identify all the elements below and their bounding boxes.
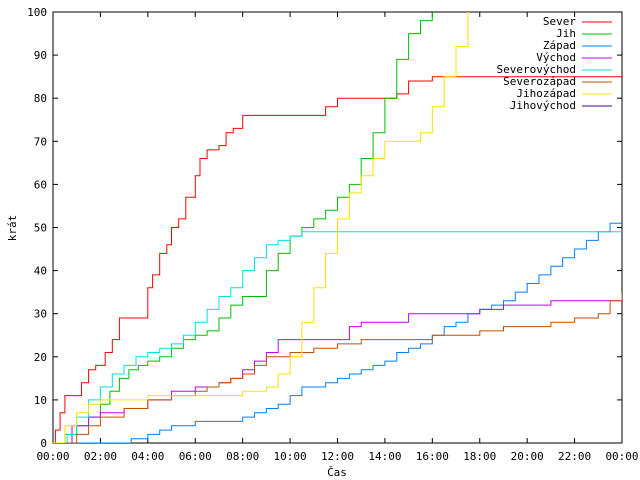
y-axis-label: krát: [6, 215, 19, 242]
y-tick-label: 50: [34, 222, 47, 235]
x-tick-label: 22:00: [558, 450, 591, 463]
y-tick-label: 10: [34, 394, 47, 407]
legend-label: Západ: [543, 39, 576, 52]
series-line-Jihozápad: [53, 12, 469, 443]
y-tick-label: 30: [34, 308, 47, 321]
x-tick-label: 18:00: [463, 450, 496, 463]
legend: SeverJihZápadVýchodSeverovýchodSeverozáp…: [497, 15, 612, 112]
x-tick-label: 00:00: [36, 450, 69, 463]
x-tick-label: 04:00: [131, 450, 164, 463]
series-line-Severovýchod: [53, 231, 622, 443]
series-line-Sever: [53, 76, 622, 443]
legend-label: Severovýchod: [497, 63, 576, 76]
axes: 0 10 20 30 40 50 60 70 80 90 100 00:00 02:00 04:00 06:…: [27, 6, 638, 463]
series-line-Jih: [53, 12, 433, 443]
legend-label: Východ: [536, 51, 576, 64]
x-tick-label: 16:00: [416, 450, 449, 463]
y-tick-label: 0: [40, 437, 47, 450]
y-tick-label: 100: [27, 6, 47, 19]
series-lines: [53, 12, 622, 443]
legend-label: Jih: [556, 27, 576, 40]
x-tick-label: 20:00: [511, 450, 544, 463]
y-tick-label: 60: [34, 178, 47, 191]
legend-label: Severozápad: [503, 75, 576, 88]
y-tick-label: 20: [34, 351, 47, 364]
x-tick-label: 10:00: [274, 450, 307, 463]
series-line-Východ: [53, 300, 622, 443]
y-tick-label: 70: [34, 135, 47, 148]
x-axis-label: Čas: [327, 466, 347, 479]
x-tick-label: 06:00: [179, 450, 212, 463]
x-tick-label: 08:00: [226, 450, 259, 463]
series-line-Západ: [53, 222, 622, 443]
y-tick-label: 80: [34, 92, 47, 105]
x-tick-label: 12:00: [321, 450, 354, 463]
legend-label: Jihovýchod: [510, 99, 576, 112]
x-tick-label: 02:00: [84, 450, 117, 463]
x-tick-label: 14:00: [368, 450, 401, 463]
legend-label: Jihozápad: [516, 87, 576, 100]
legend-label: Sever: [543, 15, 576, 28]
x-tick-label: 00:00: [605, 450, 638, 463]
y-tick-label: 40: [34, 265, 47, 278]
y-tick-label: 90: [34, 49, 47, 62]
